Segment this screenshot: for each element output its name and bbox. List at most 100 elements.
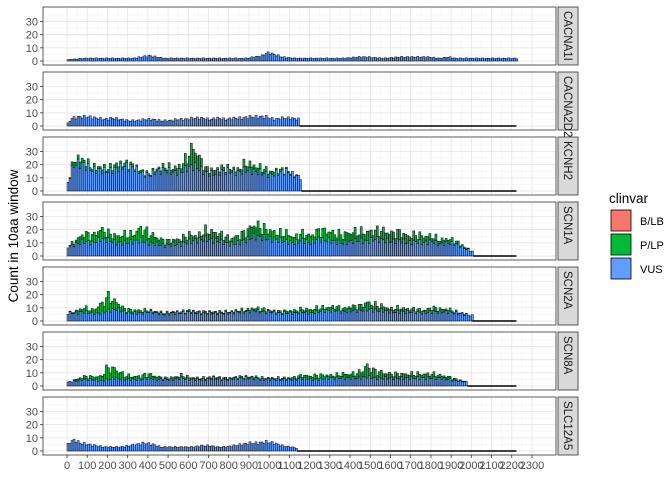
bar-vus xyxy=(153,312,157,322)
bar-plp xyxy=(242,158,246,168)
bar-vus xyxy=(222,244,225,257)
bar-plp xyxy=(99,166,102,170)
bar-vus xyxy=(105,172,108,192)
bar-vus xyxy=(210,58,213,62)
bar-vus xyxy=(161,446,165,452)
bar-vus xyxy=(313,242,316,257)
bar-vus xyxy=(309,378,312,387)
bar-plp xyxy=(285,229,288,240)
bar-vus xyxy=(446,57,450,62)
bar-vus xyxy=(262,54,266,62)
bar-vus xyxy=(113,309,116,322)
bar-vus xyxy=(285,168,288,192)
bar-vus xyxy=(264,239,268,257)
bar-plp xyxy=(238,375,242,378)
bar-plp xyxy=(396,229,399,240)
bar-plp xyxy=(179,373,183,378)
bar-vus xyxy=(230,446,234,452)
bar-plp xyxy=(353,305,357,310)
bar-plp xyxy=(311,310,314,313)
bar-vus xyxy=(248,378,252,387)
bar-vus xyxy=(115,244,118,257)
bar-vus xyxy=(82,58,86,62)
bar-vus xyxy=(315,57,318,62)
bar-plp xyxy=(200,158,203,167)
bar-vus xyxy=(268,118,272,127)
bar-vus xyxy=(228,312,232,322)
bar-vus xyxy=(335,57,339,62)
bar-vus xyxy=(70,59,74,62)
bar-plp xyxy=(277,173,280,176)
x-tick-label: 400 xyxy=(139,460,157,472)
bar-plp xyxy=(202,170,205,175)
facet-strip-label: CACNA2D2 xyxy=(561,76,573,137)
bar-vus xyxy=(163,247,167,257)
y-tick-label: 30 xyxy=(26,342,38,354)
bar-plp xyxy=(208,376,211,379)
bar-vus xyxy=(167,244,171,257)
bar-vus xyxy=(438,309,442,322)
bar-plp xyxy=(463,314,466,316)
bar-vus xyxy=(119,446,122,452)
bar-plp xyxy=(113,298,116,310)
bar-vus xyxy=(224,174,227,192)
bar-vus xyxy=(311,312,314,322)
bar-plp xyxy=(74,379,78,382)
bar-vus xyxy=(198,446,201,452)
bar-vus xyxy=(242,312,246,322)
bar-vus xyxy=(111,117,114,127)
bar-vus xyxy=(392,57,395,62)
bar-plp xyxy=(422,373,426,378)
facet-strip-label: SCN8A xyxy=(561,336,573,375)
bar-vus xyxy=(370,237,373,257)
bar-vus xyxy=(206,171,209,192)
bar-vus xyxy=(91,118,94,127)
bar-plp xyxy=(220,311,223,314)
bar-vus xyxy=(469,251,472,257)
bar-plp xyxy=(151,375,155,380)
bar-vus xyxy=(123,120,126,127)
bar-plp xyxy=(321,227,325,238)
bar-vus xyxy=(384,376,387,387)
bar-vus xyxy=(139,312,143,322)
bar-plp xyxy=(270,231,274,243)
bar-vus xyxy=(131,313,134,322)
bar-vus xyxy=(163,170,167,192)
bar-vus xyxy=(473,58,476,62)
bar-plp xyxy=(274,234,278,240)
bar-vus xyxy=(428,239,432,257)
bar-plp xyxy=(289,173,292,176)
bar-vus xyxy=(212,174,215,192)
bar-plp xyxy=(109,163,112,168)
bar-vus xyxy=(392,238,395,257)
bar-vus xyxy=(469,57,472,62)
bar-plp xyxy=(392,310,395,313)
bar-vus xyxy=(398,239,401,257)
bar-vus xyxy=(228,245,232,257)
bar-vus xyxy=(311,380,314,387)
bar-vus xyxy=(422,311,426,322)
bar-plp xyxy=(289,310,292,313)
bar-plp xyxy=(283,309,286,313)
bar-plp xyxy=(299,306,302,311)
bar-vus xyxy=(101,173,104,192)
bar-vus xyxy=(266,117,270,127)
bar-vus xyxy=(159,174,163,192)
bar-vus xyxy=(420,244,424,257)
bar-plp xyxy=(133,376,136,380)
bar-vus xyxy=(220,169,223,192)
bar-vus xyxy=(188,380,191,387)
bar-plp xyxy=(442,240,446,246)
y-tick-label: 30 xyxy=(26,407,38,419)
bar-plp xyxy=(279,379,282,381)
bar-vus xyxy=(418,379,422,387)
bar-vus xyxy=(86,380,90,387)
bar-vus xyxy=(295,379,298,387)
bar-vus xyxy=(400,310,403,322)
bar-vus xyxy=(262,379,266,387)
bar-plp xyxy=(329,232,333,244)
bar-vus xyxy=(319,241,322,257)
bar-vus xyxy=(161,314,165,322)
bar-vus xyxy=(95,117,98,127)
